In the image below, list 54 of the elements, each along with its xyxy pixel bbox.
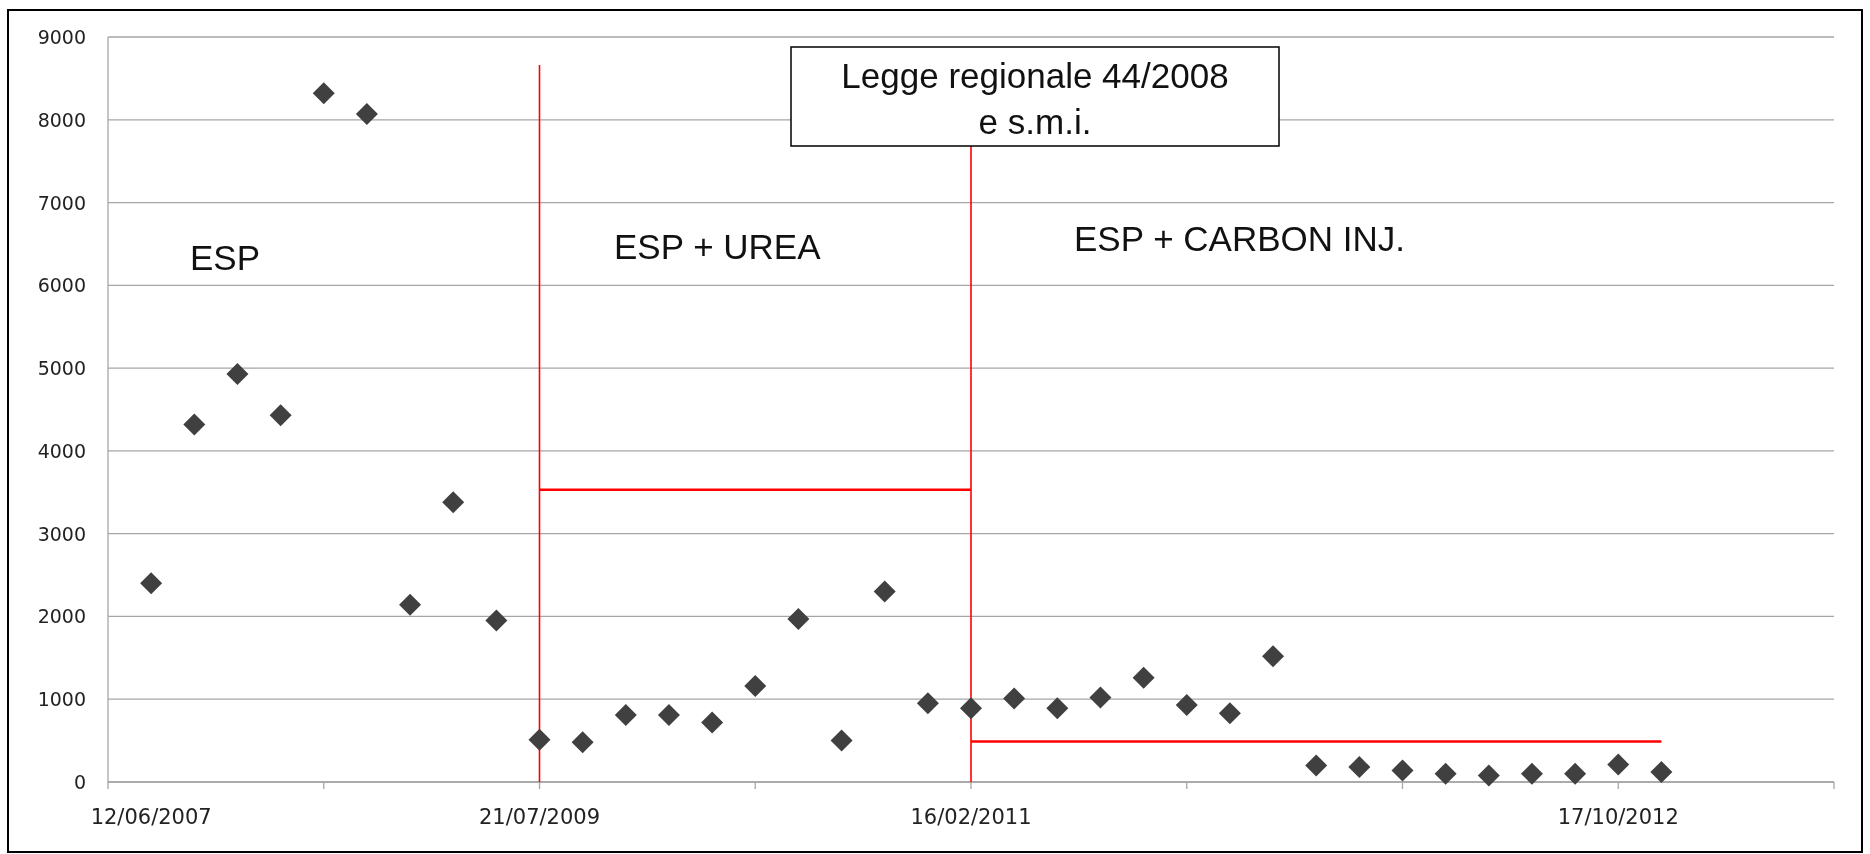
y-tick-label: 8000 — [37, 108, 86, 131]
point — [140, 572, 163, 595]
point — [1391, 759, 1414, 782]
x-tick-label: 16/02/2011 — [910, 805, 1032, 829]
point — [1520, 762, 1543, 785]
y-tick-label: 5000 — [37, 357, 86, 380]
point — [571, 731, 594, 754]
y-tick-label: 0 — [73, 771, 86, 793]
point — [960, 697, 982, 720]
point — [701, 711, 724, 734]
point — [355, 102, 378, 125]
point — [1046, 697, 1069, 720]
y-tick-label: 7000 — [37, 191, 86, 214]
point — [787, 607, 810, 630]
point — [1262, 645, 1285, 668]
point — [226, 362, 249, 385]
point — [1175, 694, 1198, 717]
y-tick-label: 1000 — [37, 688, 86, 711]
point — [830, 729, 853, 752]
point — [1089, 686, 1112, 709]
x-tick-label: 17/10/2012 — [1557, 805, 1679, 829]
point — [1218, 702, 1241, 725]
point — [399, 593, 422, 616]
point — [1434, 762, 1457, 785]
point — [269, 404, 292, 427]
y-tick-label: 9000 — [37, 26, 86, 48]
point — [1003, 687, 1026, 710]
y-tick-label: 6000 — [37, 274, 86, 297]
annotation: Legge regionale 44/2008 e s.m.i. — [841, 56, 1229, 141]
point — [183, 413, 206, 436]
point — [1564, 762, 1587, 785]
point — [916, 692, 939, 715]
point — [873, 580, 896, 603]
point — [528, 728, 551, 751]
annotation: ESP + UREA — [614, 227, 822, 266]
point — [485, 609, 508, 632]
x-tick-label: 21/07/2009 — [478, 805, 601, 829]
y-tick-label: 3000 — [37, 522, 86, 545]
point — [1607, 753, 1630, 776]
point — [614, 703, 637, 726]
annotation: ESP + CARBON INJ. — [1074, 219, 1405, 258]
y-tick-label: 4000 — [37, 439, 86, 462]
x-tick-label: 12/06/2007 — [90, 805, 212, 829]
point — [1348, 756, 1371, 779]
point — [312, 82, 335, 105]
point — [442, 491, 465, 514]
annotation: ESP — [190, 238, 261, 277]
point — [1477, 764, 1500, 787]
y-tick-label: 2000 — [37, 605, 86, 628]
point — [1650, 761, 1673, 784]
point — [1305, 754, 1328, 777]
point — [744, 674, 767, 697]
point — [657, 703, 680, 726]
point — [1132, 666, 1155, 689]
